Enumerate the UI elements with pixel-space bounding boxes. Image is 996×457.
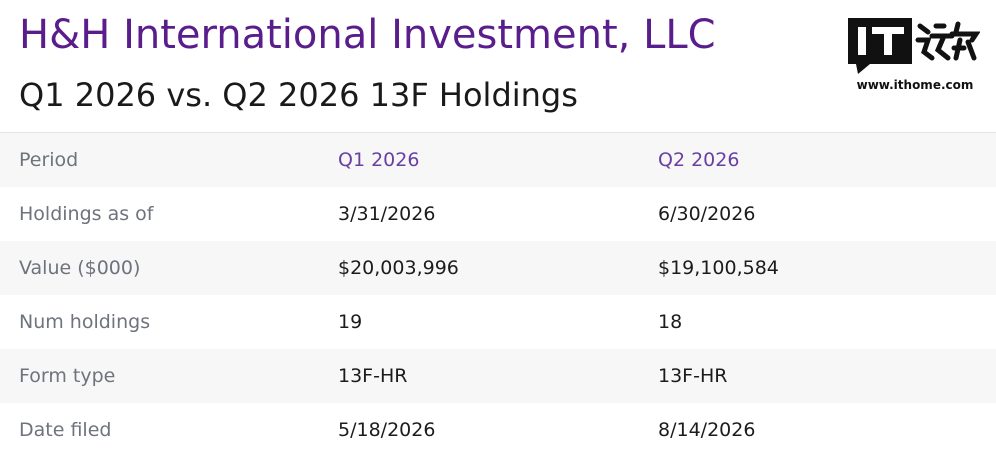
row-label: Form type [19,365,116,387]
table-row: Value ($000) $20,003,996 $19,100,584 [0,241,996,295]
page-header: H&H International Investment, LLC Q1 202… [0,0,996,132]
row-value-q2: 8/14/2026 [658,419,756,441]
table-row: Form type 13F-HR 13F-HR [0,349,996,403]
holdings-table: Period Q1 2026 Q2 2026 Holdings as of 3/… [0,133,996,457]
row-label: Num holdings [19,311,151,333]
row-value-q2: 13F-HR [658,365,728,387]
row-value-q1: 13F-HR [338,365,408,387]
row-value-q1: 3/31/2026 [338,203,436,225]
page-subtitle: Q1 2026 vs. Q2 2026 13F Holdings [19,76,578,114]
header-divider [0,132,996,133]
ithome-logo-icon [848,18,980,74]
row-value-q1: 5/18/2026 [338,419,436,441]
table-row: Holdings as of 3/31/2026 6/30/2026 [0,187,996,241]
table-header-row: Period Q1 2026 Q2 2026 [0,133,996,187]
period-q1: Q1 2026 [338,149,420,171]
row-label: Value ($000) [19,257,141,279]
table-row: Date filed 5/18/2026 8/14/2026 [0,403,996,457]
period-q2: Q2 2026 [658,149,740,171]
table-row: Num holdings 19 18 [0,295,996,349]
period-label: Period [19,149,79,171]
row-label: Holdings as of [19,203,154,225]
page-title: H&H International Investment, LLC [19,12,716,58]
row-value-q2: 6/30/2026 [658,203,756,225]
row-value-q2: $19,100,584 [658,257,779,279]
row-value-q1: $20,003,996 [338,257,459,279]
row-label: Date filed [19,419,112,441]
ithome-url: www.ithome.com [856,78,974,92]
ithome-watermark: www.ithome.com [848,18,988,98]
row-value-q1: 19 [338,311,363,333]
row-value-q2: 18 [658,311,683,333]
